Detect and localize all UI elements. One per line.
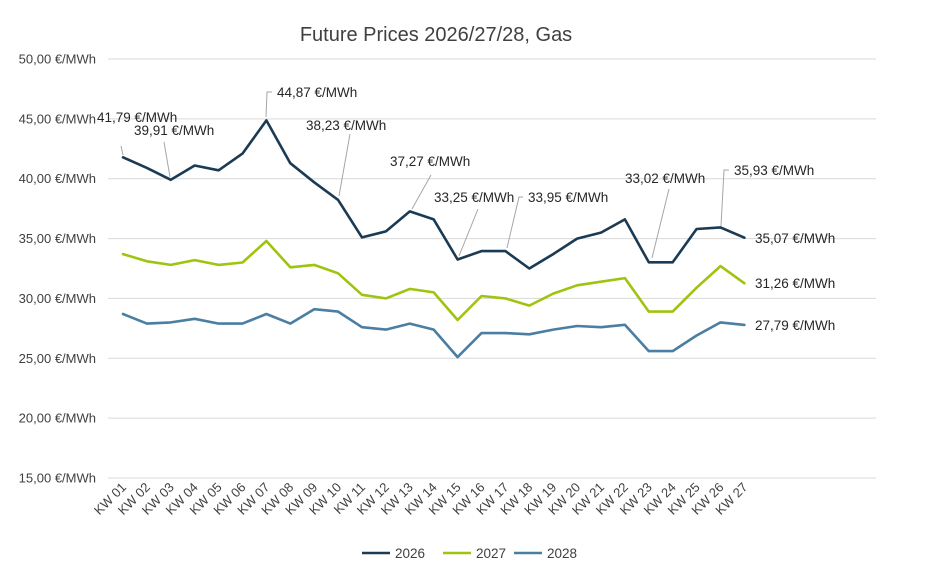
y-tick-label: 50,00 €/MWh — [19, 52, 96, 67]
data-label: 33,95 €/MWh — [528, 190, 608, 205]
series-group — [121, 119, 746, 359]
legend: 2026 2027 2028 — [362, 546, 577, 561]
chart-title: Future Prices 2026/27/28, Gas — [300, 24, 572, 46]
data-label: 35,93 €/MWh — [734, 163, 814, 178]
label-leader-line — [720, 169, 729, 227]
series-line-2028 — [121, 307, 746, 359]
legend-label-2026: 2026 — [395, 546, 425, 561]
label-leader-line — [120, 145, 124, 156]
data-label: 39,91 €/MWh — [134, 123, 214, 138]
data-label: 41,79 €/MWh — [97, 110, 177, 125]
y-tick-label: 40,00 €/MWh — [19, 171, 96, 186]
label-leader-line — [411, 174, 432, 210]
y-tick-label: 35,00 €/MWh — [19, 231, 96, 246]
label-leader-line — [506, 196, 523, 249]
legend-label-2028: 2028 — [547, 546, 577, 561]
legend-label-2027: 2027 — [476, 546, 506, 561]
data-label: 27,79 €/MWh — [755, 318, 835, 333]
data-label: 38,23 €/MWh — [306, 118, 386, 133]
y-tick-label: 30,00 €/MWh — [19, 291, 96, 306]
series-line-2026 — [121, 119, 746, 270]
data-label: 37,27 €/MWh — [390, 154, 470, 169]
data-label: 35,07 €/MWh — [755, 231, 835, 246]
data-label: 44,87 €/MWh — [277, 85, 357, 100]
y-axis: 15,00 €/MWh 20,00 €/MWh 25,00 €/MWh 30,00 €… — [19, 52, 96, 486]
y-tick-label: 45,00 €/MWh — [19, 111, 96, 126]
data-label: 31,26 €/MWh — [755, 276, 835, 291]
label-leader-line — [163, 141, 171, 178]
series-line-2027 — [121, 239, 746, 322]
y-tick-label: 25,00 €/MWh — [19, 351, 96, 366]
data-label: 33,25 €/MWh — [434, 190, 514, 205]
label-leader-line — [265, 91, 272, 118]
label-leader-line — [338, 133, 351, 197]
grid — [108, 58, 876, 479]
y-tick-label: 15,00 €/MWh — [19, 471, 96, 486]
label-leader-line — [651, 188, 670, 259]
data-label: 33,02 €/MWh — [625, 171, 705, 186]
y-tick-label: 20,00 €/MWh — [19, 411, 96, 426]
label-leader-line — [458, 208, 479, 257]
